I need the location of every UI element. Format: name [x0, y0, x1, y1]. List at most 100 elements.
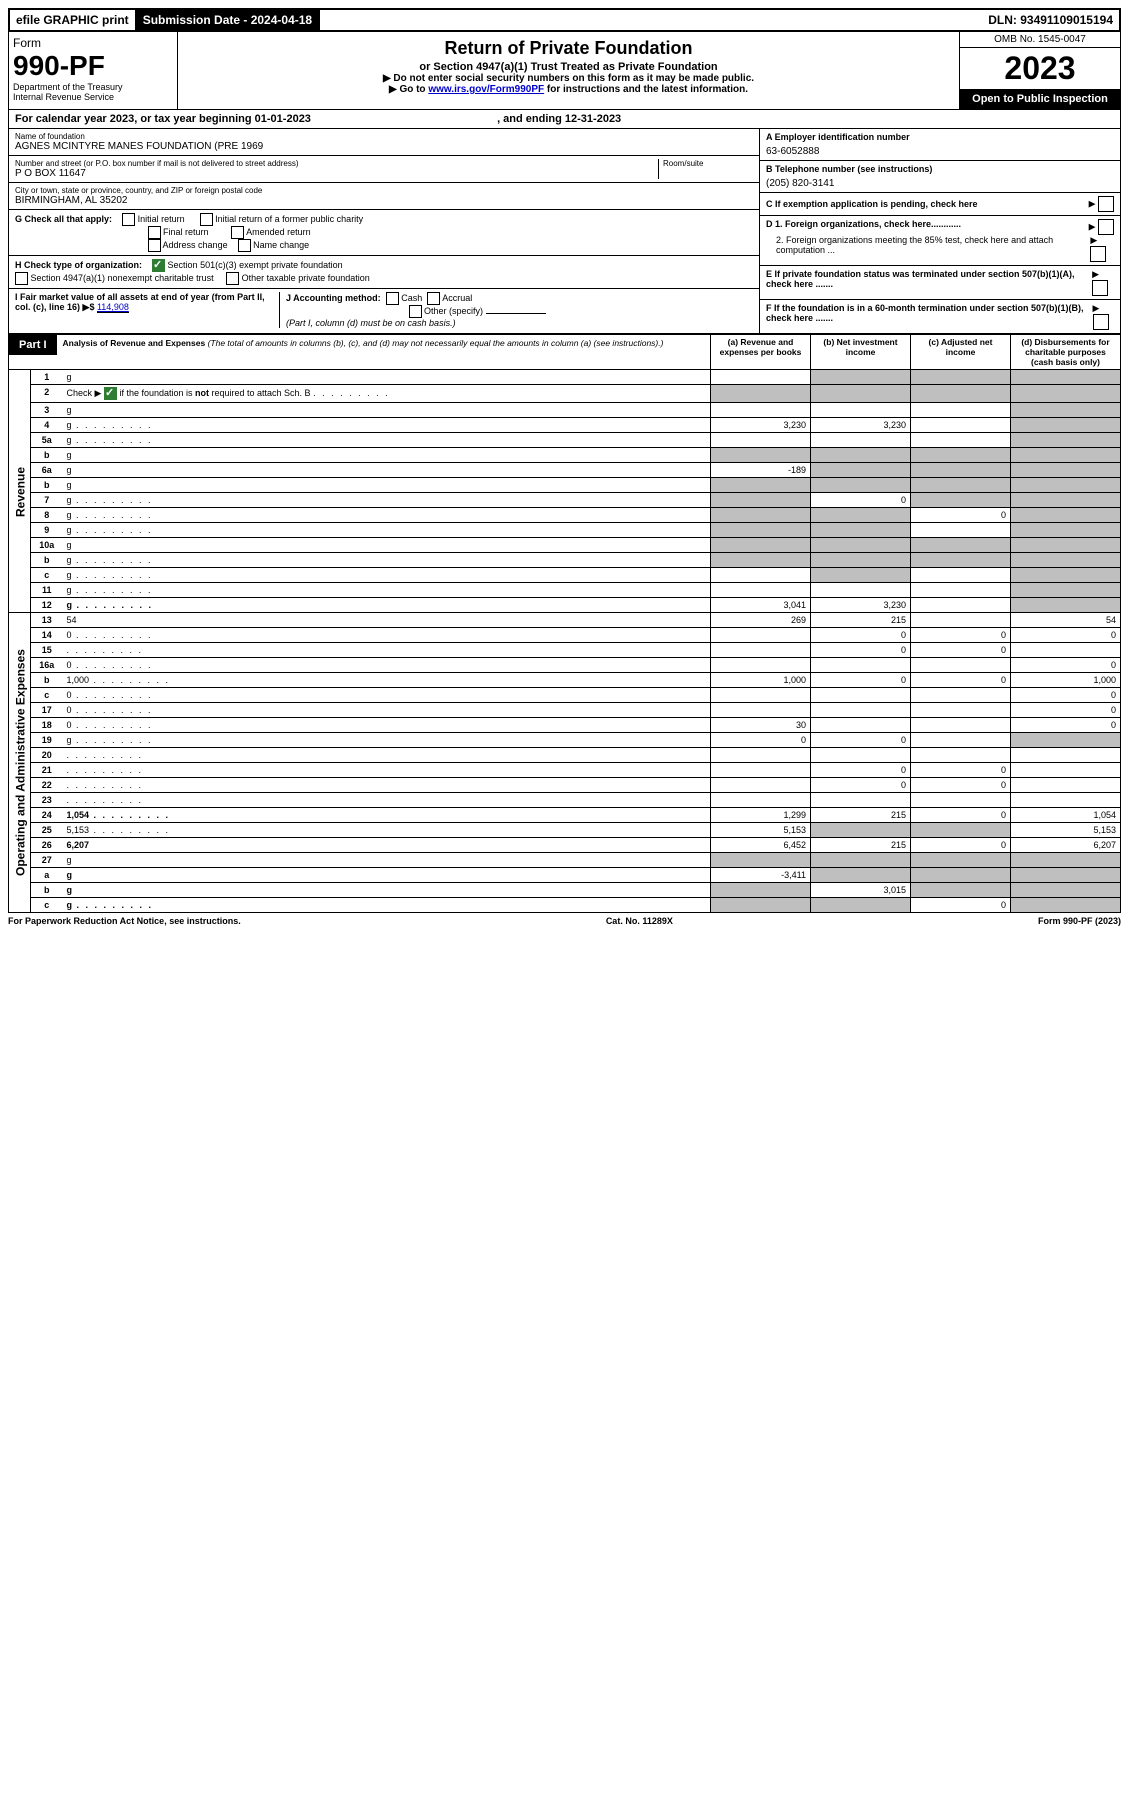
- cell-a: [711, 703, 811, 718]
- line-number: b: [31, 883, 63, 898]
- line-number: 20: [31, 748, 63, 763]
- part1-title: Analysis of Revenue and Expenses: [63, 338, 206, 348]
- cell-b: [811, 868, 911, 883]
- table-row: c00: [9, 688, 1121, 703]
- chk-501c3[interactable]: [152, 259, 165, 272]
- cell-a: [711, 793, 811, 808]
- cell-d: [1011, 883, 1121, 898]
- header-center: Return of Private Foundation or Section …: [178, 32, 959, 109]
- line-number: b: [31, 478, 63, 493]
- chk-4947[interactable]: [15, 272, 28, 285]
- cell-a: [711, 448, 811, 463]
- table-row: b1,0001,000001,000: [9, 673, 1121, 688]
- line-desc: g: [63, 898, 711, 913]
- cell-d: [1011, 763, 1121, 778]
- cell-b: [811, 478, 911, 493]
- line-desc: g: [63, 508, 711, 523]
- cell-d: [1011, 748, 1121, 763]
- line-number: 1: [31, 370, 63, 385]
- cell-c: 0: [911, 778, 1011, 793]
- cell-b: 215: [811, 808, 911, 823]
- line-desc: g: [63, 433, 711, 448]
- line-number: 4: [31, 418, 63, 433]
- chk-accrual[interactable]: [427, 292, 440, 305]
- cell-d: 0: [1011, 658, 1121, 673]
- line-number: c: [31, 688, 63, 703]
- chk-f[interactable]: [1093, 314, 1109, 330]
- cell-c: [911, 448, 1011, 463]
- addr-label: Number and street (or P.O. box number if…: [15, 159, 658, 168]
- submission-date: Submission Date - 2024-04-18: [137, 10, 320, 30]
- line-number: 5a: [31, 433, 63, 448]
- line-number: 9: [31, 523, 63, 538]
- line-desc: g: [63, 538, 711, 553]
- chk-other-method[interactable]: [409, 305, 422, 318]
- line-desc: 0: [63, 658, 711, 673]
- cell-c: [911, 493, 1011, 508]
- cell-a: 269: [711, 613, 811, 628]
- cell-c: [911, 598, 1011, 613]
- line-desc: 0: [63, 628, 711, 643]
- line-number: 11: [31, 583, 63, 598]
- header-right: OMB No. 1545-0047 2023 Open to Public In…: [959, 32, 1120, 109]
- line-desc: g: [63, 418, 711, 433]
- fmv-value[interactable]: 114,908: [97, 302, 129, 313]
- cell-b: [811, 718, 911, 733]
- table-row: Revenue1g: [9, 370, 1121, 385]
- chk-amended[interactable]: [231, 226, 244, 239]
- cell-b: 0: [811, 628, 911, 643]
- line-desc: 1,054: [63, 808, 711, 823]
- col-c: (c) Adjusted net income: [911, 335, 1011, 370]
- cell-a: 0: [711, 733, 811, 748]
- cell-c: [911, 583, 1011, 598]
- line-number: 18: [31, 718, 63, 733]
- form-header: Form 990-PF Department of the Treasury I…: [8, 32, 1121, 110]
- cell-a: [711, 538, 811, 553]
- cell-d: [1011, 598, 1121, 613]
- cell-a: [711, 370, 811, 385]
- cell-c: [911, 688, 1011, 703]
- chk-initial-public[interactable]: [200, 213, 213, 226]
- table-row: 1500: [9, 643, 1121, 658]
- cell-b: [811, 748, 911, 763]
- chk-cash[interactable]: [386, 292, 399, 305]
- chk-d1[interactable]: [1098, 219, 1114, 235]
- cell-d: [1011, 568, 1121, 583]
- cell-d: [1011, 370, 1121, 385]
- chk-initial[interactable]: [122, 213, 135, 226]
- chk-e[interactable]: [1092, 280, 1108, 296]
- table-row: 140000: [9, 628, 1121, 643]
- chk-address[interactable]: [148, 239, 161, 252]
- cell-d: [1011, 385, 1121, 403]
- cell-d: [1011, 478, 1121, 493]
- cell-b: [811, 793, 911, 808]
- chk-name[interactable]: [238, 239, 251, 252]
- line-desc: 1,000: [63, 673, 711, 688]
- table-row: bg3,015: [9, 883, 1121, 898]
- line-number: 21: [31, 763, 63, 778]
- chk-c[interactable]: [1098, 196, 1114, 212]
- ein-label: A Employer identification number: [766, 132, 1114, 142]
- revenue-label: Revenue: [9, 370, 31, 613]
- e-label: E If private foundation status was termi…: [766, 269, 1092, 296]
- foundation-name: AGNES MCINTYRE MANES FOUNDATION (PRE 196…: [15, 141, 753, 152]
- d2-label: 2. Foreign organizations meeting the 85%…: [766, 235, 1090, 262]
- irs-label: Internal Revenue Service: [13, 92, 173, 102]
- cell-b: 0: [811, 778, 911, 793]
- cell-d: [1011, 898, 1121, 913]
- chk-other-taxable[interactable]: [226, 272, 239, 285]
- cell-a: [711, 568, 811, 583]
- form990pf-link[interactable]: www.irs.gov/Form990PF: [428, 84, 544, 95]
- table-row: bg: [9, 478, 1121, 493]
- cell-c: [911, 823, 1011, 838]
- chk-schb[interactable]: [104, 387, 117, 400]
- cell-c: [911, 868, 1011, 883]
- cell-c: [911, 418, 1011, 433]
- cell-a: [711, 553, 811, 568]
- chk-d2[interactable]: [1090, 246, 1106, 262]
- chk-final[interactable]: [148, 226, 161, 239]
- cell-b: [811, 688, 911, 703]
- cell-d: [1011, 403, 1121, 418]
- cell-a: [711, 643, 811, 658]
- cell-b: 3,015: [811, 883, 911, 898]
